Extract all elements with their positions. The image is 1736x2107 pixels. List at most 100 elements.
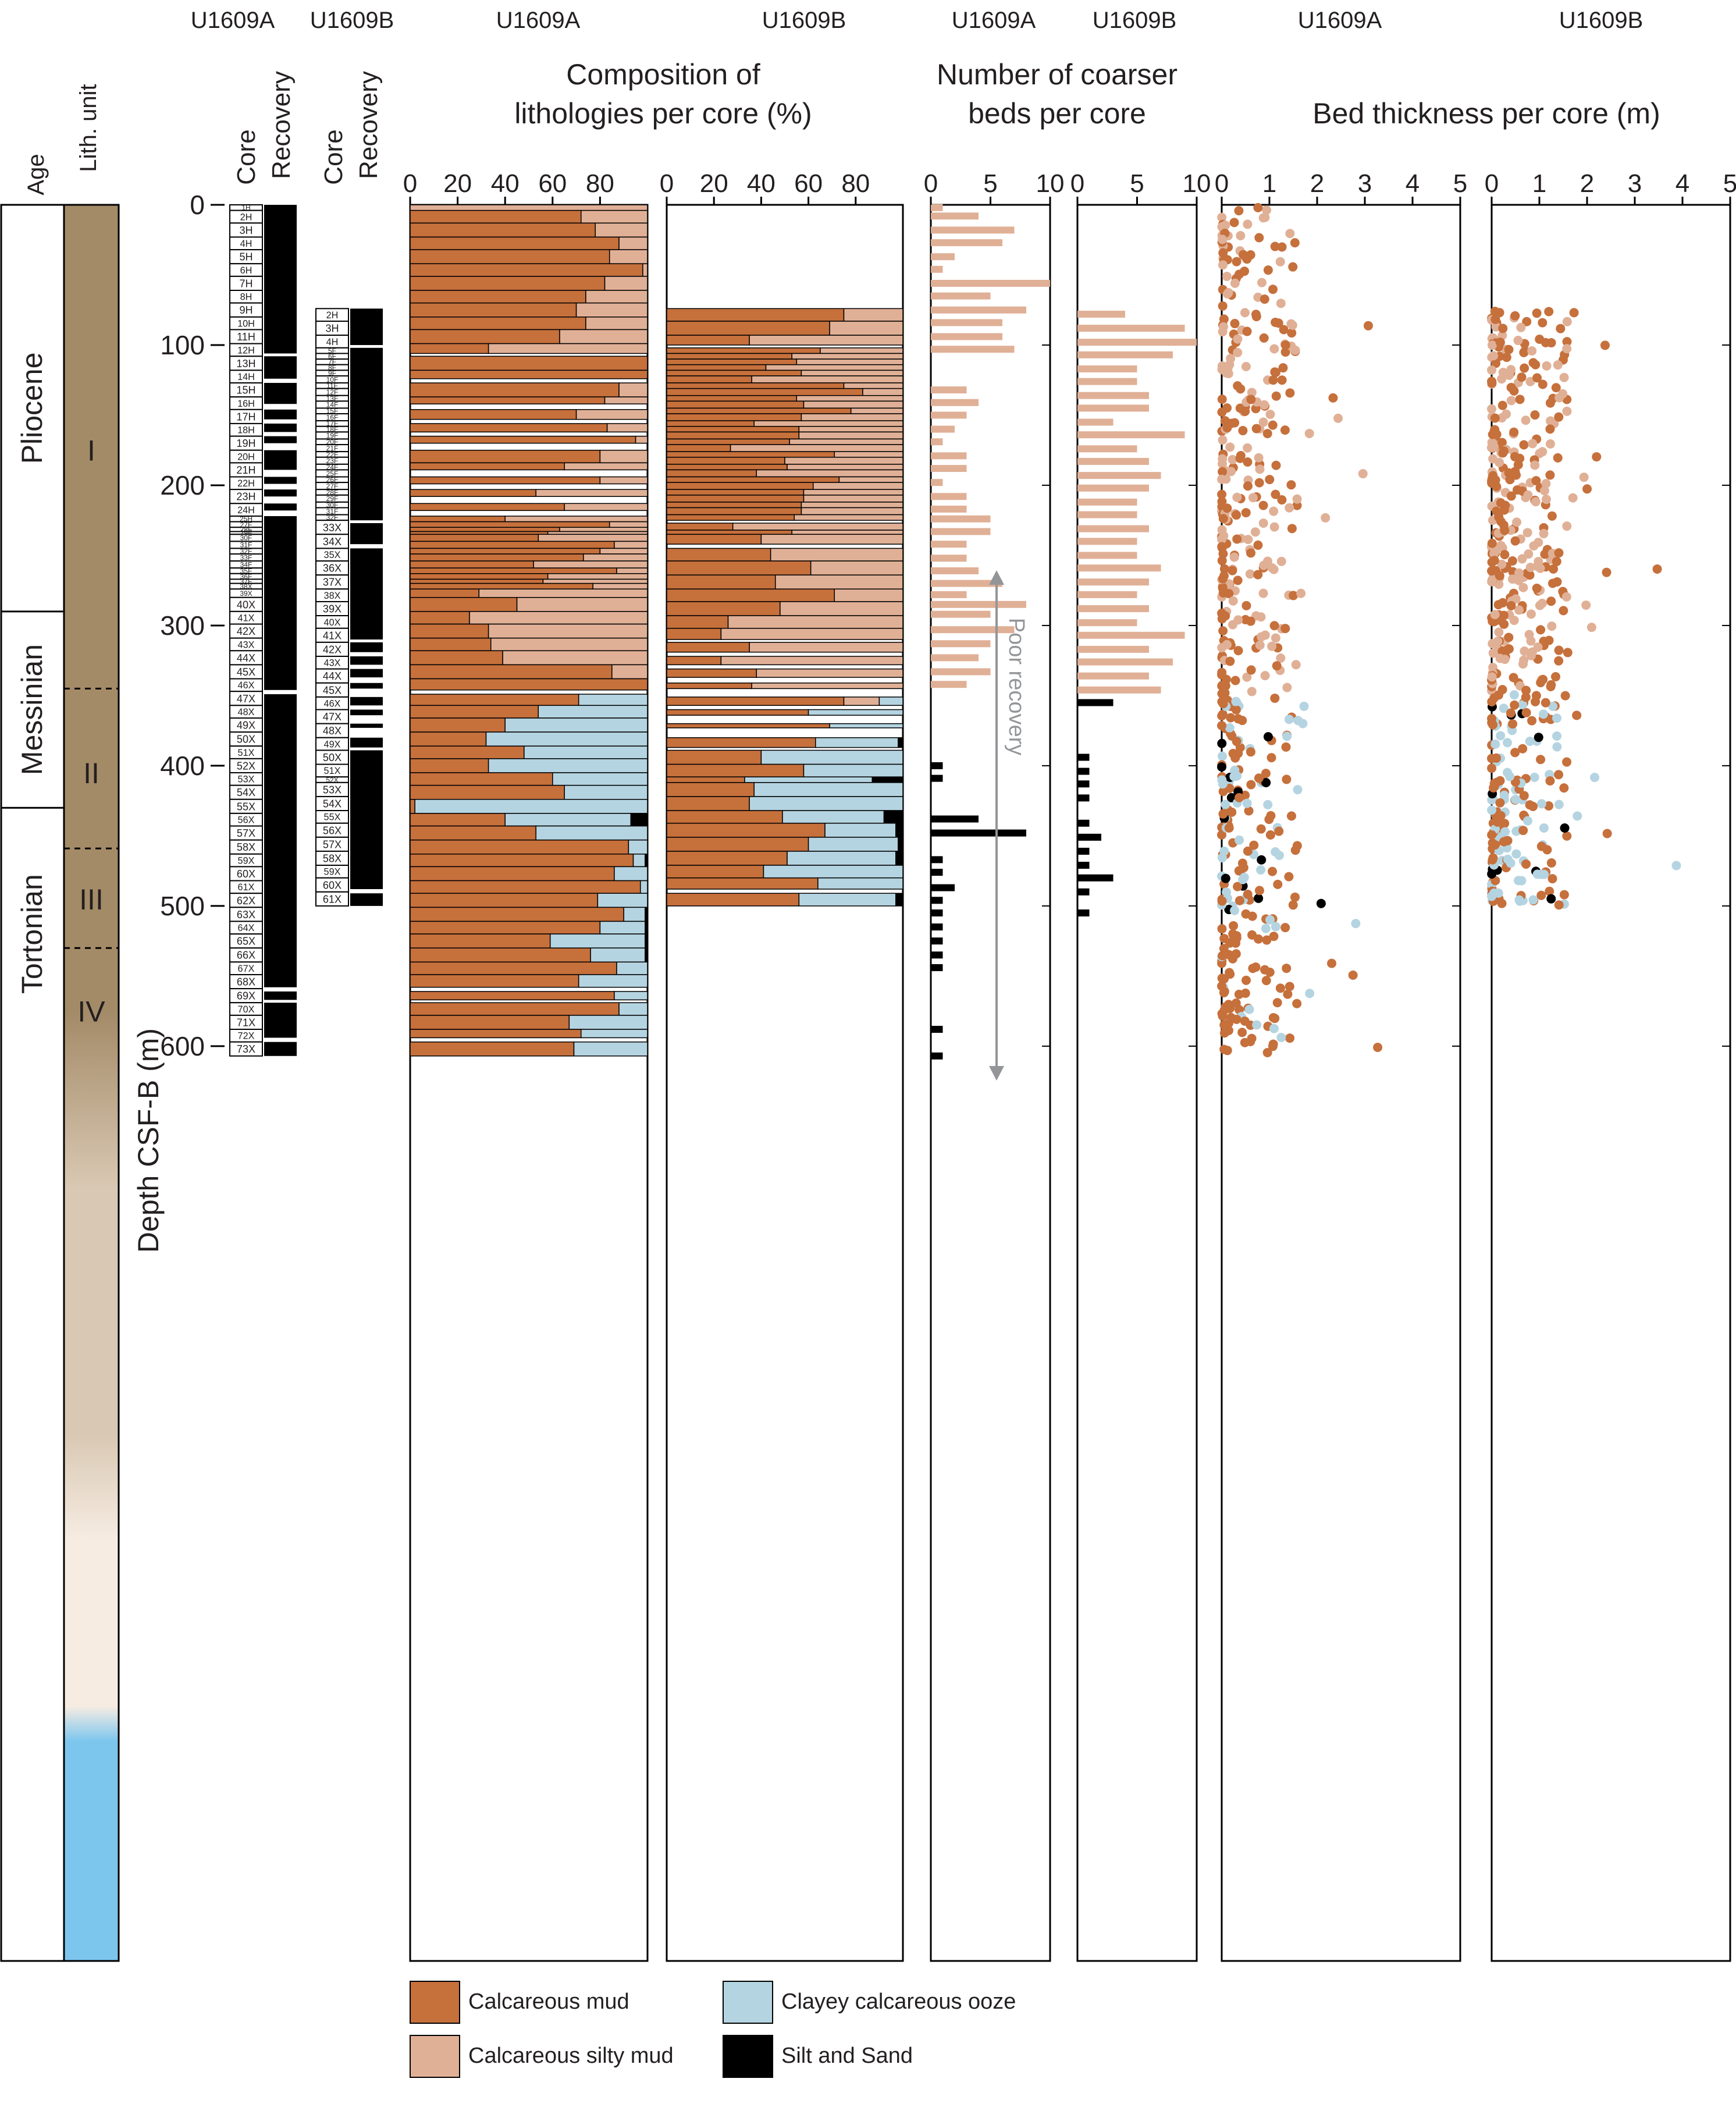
- thickness-point: [1246, 548, 1256, 558]
- thickness-point: [1217, 474, 1227, 484]
- thickness-point: [1562, 521, 1572, 531]
- recovery-gap: [264, 378, 297, 383]
- core-box: [229, 988, 263, 1004]
- composition-segment-mud: [666, 548, 771, 562]
- thickness-point: [1273, 318, 1283, 328]
- beds-bar: [931, 580, 1002, 587]
- thickness-point: [1537, 598, 1547, 608]
- composition-segment-mud: [410, 222, 596, 238]
- thickness-point: [1509, 427, 1519, 437]
- thickness-point: [1545, 470, 1555, 480]
- composition-segment-silty: [798, 431, 903, 440]
- thickness-point: [1237, 1028, 1247, 1037]
- composition-segment-ooze: [488, 758, 648, 773]
- thickness-point: [1559, 606, 1568, 616]
- thickness-point: [1494, 627, 1504, 637]
- thickness-point: [1521, 685, 1531, 695]
- recovery-gap: [350, 639, 383, 642]
- beds-bar: [931, 479, 943, 486]
- thickness-point: [1256, 865, 1266, 875]
- thickness-point: [1290, 238, 1300, 248]
- age-column-frame: [0, 204, 65, 1962]
- thickness-tick-label: 2: [1580, 169, 1594, 198]
- thickness-point: [1521, 692, 1531, 702]
- composition-segment-mud: [410, 1041, 575, 1057]
- thickness-point: [1554, 800, 1564, 809]
- recovery-gap: [264, 484, 297, 490]
- composition-segment-mud: [666, 407, 852, 414]
- age-column: Pliocene Messinian Tortonian: [0, 204, 65, 1962]
- core-label: 31F: [326, 507, 339, 516]
- beds-bar: [931, 601, 1026, 608]
- beds-bar: [1077, 874, 1114, 882]
- thickness-point: [1228, 954, 1237, 964]
- core-label: 48X: [238, 707, 255, 717]
- beds-bar: [1077, 378, 1137, 385]
- composition-segment-ooze: [504, 717, 648, 733]
- thickness-point: [1261, 769, 1271, 779]
- thickness-frame: [1490, 204, 1731, 1962]
- beds-bar: [931, 515, 991, 523]
- thickness-point: [1230, 319, 1240, 329]
- beds-bar: [931, 253, 955, 261]
- thickness-point: [1487, 404, 1497, 414]
- thickness-point: [1236, 231, 1246, 241]
- core-box: [229, 275, 263, 291]
- legend-swatch-clayey-calcareous-ooze: [723, 1981, 773, 2024]
- composition-segment-silty: [488, 623, 648, 639]
- composition-segment-silty: [720, 656, 903, 666]
- thickness-point: [1269, 506, 1279, 516]
- composition-segment-silty: [803, 400, 903, 409]
- composition-segment-sand: [645, 933, 648, 948]
- core-label: 57X: [237, 827, 255, 839]
- composition-segment-mud: [666, 837, 809, 852]
- composition-segment-ooze: [618, 1002, 648, 1016]
- thickness-point: [1263, 732, 1273, 742]
- thickness-point: [1269, 522, 1279, 532]
- composition-tick-label: 20: [700, 169, 728, 198]
- header-beds-a: U1609A: [952, 8, 1036, 33]
- composition-segment-ooze: [753, 782, 903, 797]
- composition-segment-silty: [784, 457, 903, 465]
- thickness-point: [1499, 446, 1509, 456]
- core-label: 36X: [323, 563, 341, 574]
- composition-segment-mud: [666, 438, 790, 445]
- composition-segment-silty: [559, 329, 648, 344]
- thickness-tick-label: 5: [1453, 169, 1467, 198]
- thickness-point: [1496, 811, 1506, 820]
- composition-segment-ooze: [824, 822, 897, 838]
- recovery-gap: [350, 727, 383, 738]
- thickness-point: [1287, 524, 1297, 534]
- recovery-gap: [264, 353, 297, 357]
- composition-segment-mud: [666, 347, 821, 354]
- thickness-point: [1582, 484, 1592, 494]
- thickness-point: [1527, 346, 1537, 356]
- thickness-point: [1547, 621, 1557, 631]
- thickness-point: [1268, 1042, 1278, 1051]
- thickness-point: [1497, 438, 1507, 447]
- thickness-point: [1233, 575, 1243, 585]
- composition-segment-mud: [410, 521, 610, 528]
- thickness-point: [1305, 989, 1315, 999]
- core-box: [229, 798, 263, 814]
- core-label: 4H: [326, 337, 339, 347]
- beds-bar: [931, 465, 967, 472]
- beds-bar: [1077, 909, 1090, 916]
- composition-segment-mud: [666, 476, 840, 483]
- composition-segment-silty: [751, 375, 903, 383]
- beds-bar: [1077, 819, 1090, 827]
- composition-segment-mud: [666, 877, 819, 890]
- thickness-point: [1277, 495, 1287, 505]
- thickness-point: [1218, 699, 1228, 709]
- recovery-gap: [264, 404, 297, 410]
- composition-panel-a: 0 20 40 60 80: [403, 169, 649, 1962]
- thickness-point: [1528, 895, 1538, 905]
- thickness-point: [1232, 534, 1242, 544]
- thickness-tick-label: 3: [1628, 169, 1642, 198]
- thickness-point: [1224, 823, 1234, 833]
- composition-segment-silty: [801, 413, 903, 421]
- core-label: 71X: [237, 1017, 255, 1028]
- beds-bar: [931, 815, 979, 823]
- composition-segment-silty: [749, 335, 903, 346]
- thickness-point: [1489, 442, 1499, 452]
